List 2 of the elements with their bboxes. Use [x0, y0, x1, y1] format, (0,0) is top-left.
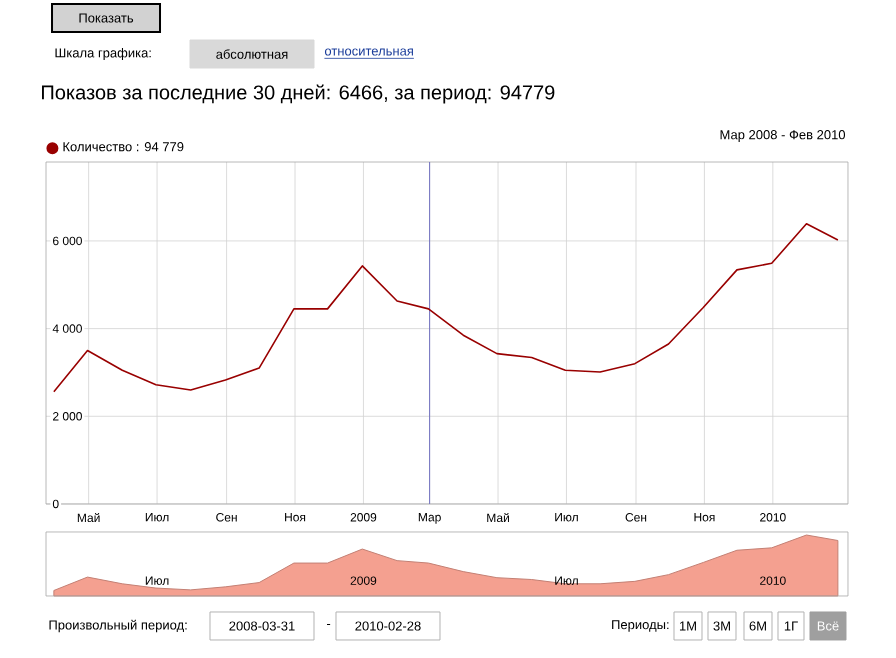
chart-title: Показов за последние 30 дней: 6466, за период: 94779 [42, 84, 555, 104]
line-series [53, 223, 839, 393]
